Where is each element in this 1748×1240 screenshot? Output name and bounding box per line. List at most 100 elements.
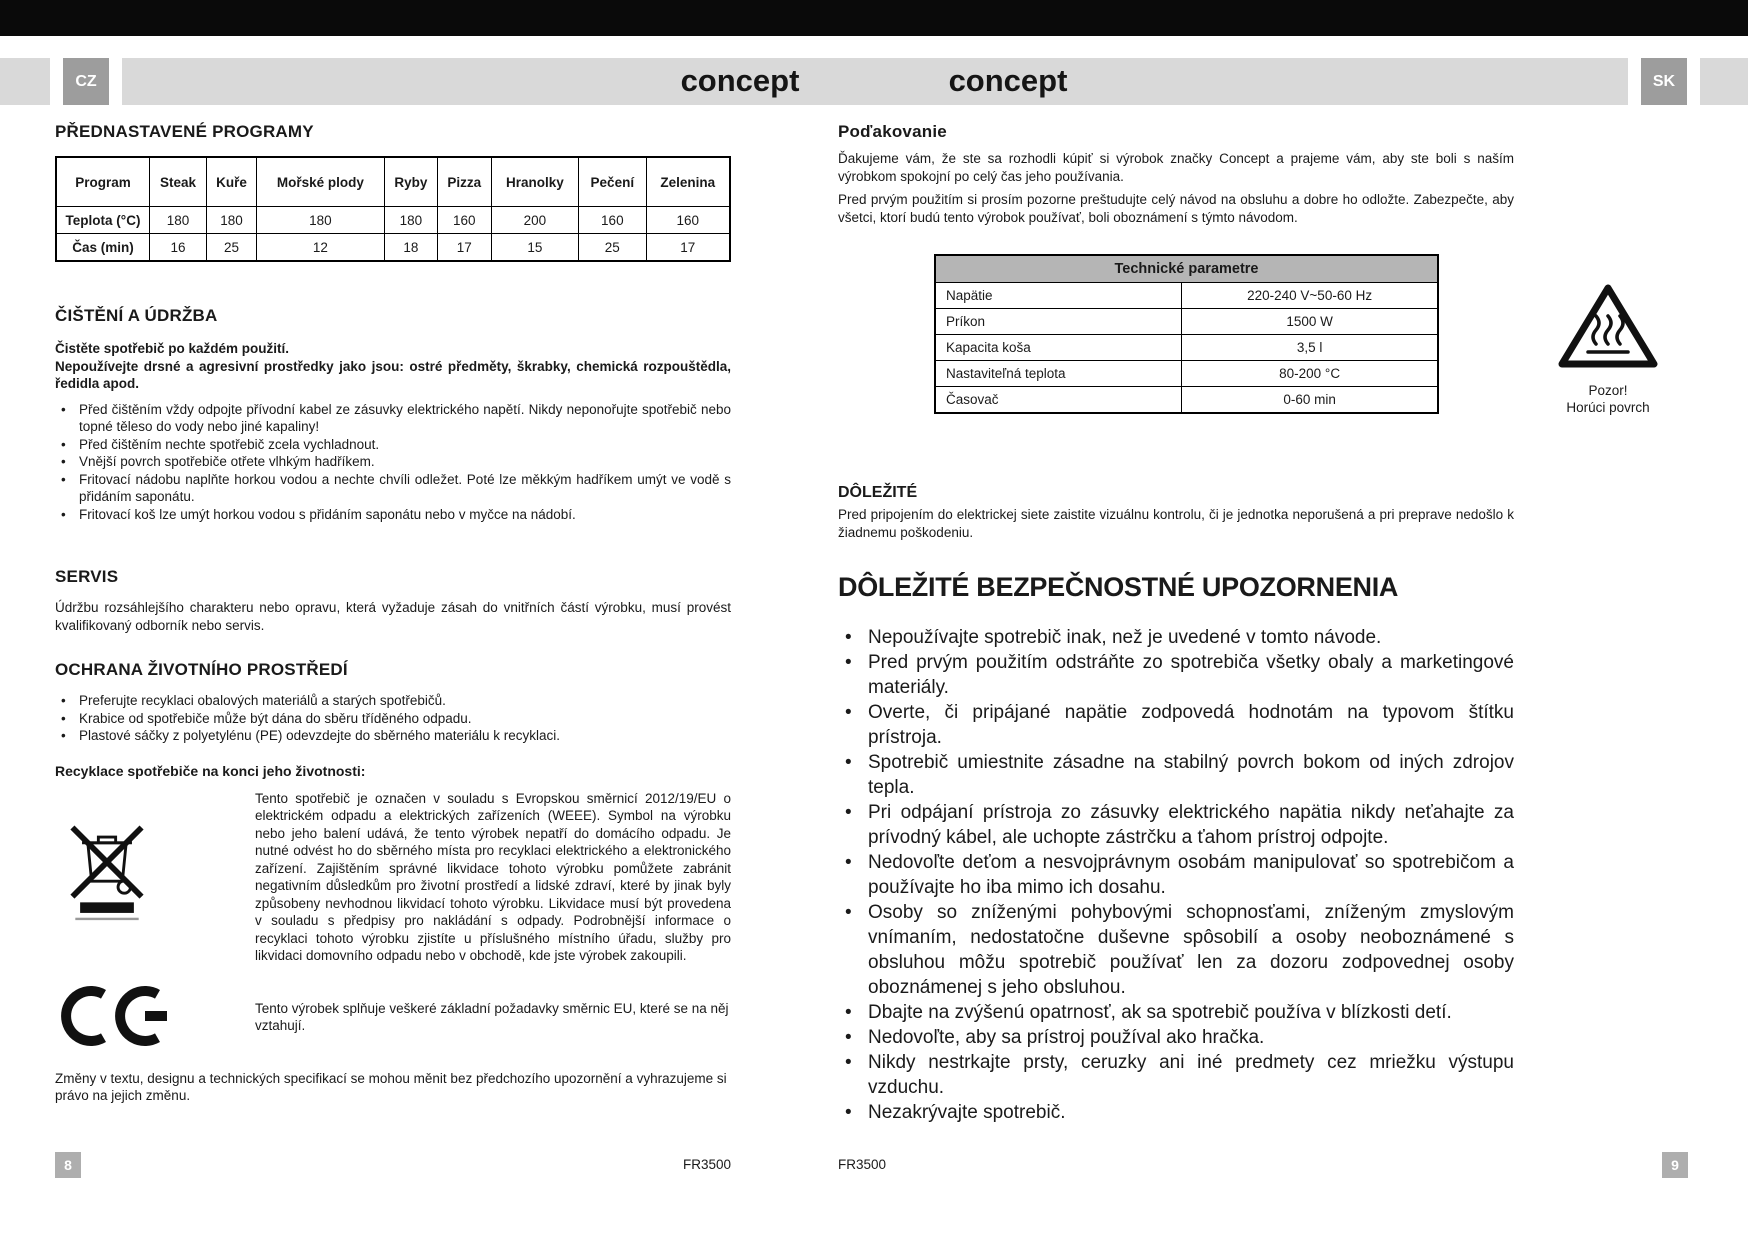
column-header: Hranolky: [490, 156, 580, 207]
model-code-left: FR3500: [682, 1157, 731, 1172]
thanks-paragraph-2: Pred prvým použitím si prosím pozorne pr…: [838, 192, 1514, 225]
page-number-badge-right: 9: [1662, 1152, 1688, 1178]
table-cell: 25: [206, 233, 257, 262]
language-tab-sk: SK: [1641, 58, 1687, 105]
section-title-programs: PŘEDNASTAVENÉ PROGRAMY: [55, 122, 314, 141]
column-header: Zelenina: [645, 156, 731, 207]
param-value: 3,5 l: [1181, 334, 1439, 361]
table-cell: 200: [490, 206, 580, 234]
header-band-segment-right: [1700, 58, 1748, 105]
table-row: Nastaviteľná teplota 80-200 °C: [934, 360, 1439, 387]
list-item: Pred prvým použitím odstráňte zo spotreb…: [838, 650, 1514, 700]
row-label: Teplota (°C): [55, 206, 150, 234]
list-item: Vnější povrch spotřebiče otřete vlhkým h…: [55, 453, 731, 471]
table-cell: 160: [645, 206, 731, 234]
table-cell: 160: [578, 206, 647, 234]
ce-mark-icon: [55, 983, 255, 1052]
section-title-thanks: Poďakovanie: [838, 122, 947, 141]
param-name: Nastaviteľná teplota: [934, 360, 1183, 387]
list-item: Nikdy nestrkajte prsty, ceruzky ani iné …: [838, 1050, 1514, 1100]
table-header-row: Technické parametre: [934, 254, 1439, 283]
preset-programs-table: Program Steak Kuře Mořské plody Ryby Piz…: [55, 156, 731, 262]
table-header-row: Program Steak Kuře Mořské plody Ryby Piz…: [55, 156, 731, 207]
ce-statement: Tento výrobek splňuje veškeré základní p…: [255, 1000, 729, 1034]
param-name: Príkon: [934, 308, 1183, 335]
column-header: Steak: [148, 156, 208, 207]
page-cz: PŘEDNASTAVENÉ PROGRAMY Program Steak Kuř…: [55, 122, 731, 1105]
warning-caption-line2: Horúci povrch: [1566, 400, 1650, 415]
recycling-text: Tento spotřebič je označen v souladu s E…: [255, 790, 731, 964]
list-item: Před čištěním vždy odpojte přívodní kabe…: [55, 401, 731, 436]
table-cell: 17: [436, 233, 492, 262]
list-item: Fritovací koš lze umýt horkou vodou s př…: [55, 506, 731, 524]
table-cell: 160: [436, 206, 492, 234]
list-item: Overte, či pripájané napätie zodpovedá h…: [838, 700, 1514, 750]
table-row: Časovač 0-60 min: [934, 386, 1439, 414]
param-name: Kapacita koša: [934, 334, 1183, 361]
list-item: Plastové sáčky z polyetylénu (PE) odevzd…: [55, 727, 731, 745]
column-header: Kuře: [206, 156, 257, 207]
cleaning-bold-line2: Nepoužívejte drsné a agresivní prostředk…: [55, 358, 731, 392]
table-cell: 180: [255, 206, 385, 234]
table-cell: 12: [255, 233, 385, 262]
param-value: 220-240 V~50-60 Hz: [1181, 282, 1439, 309]
list-item: Osoby so zníženými pohybovými schopnosťa…: [838, 900, 1514, 1000]
table-row: Príkon 1500 W: [934, 308, 1439, 335]
page-sk: Poďakovanie Ďakujeme vám, že ste sa rozh…: [838, 122, 1658, 1125]
param-value: 1500 W: [1181, 308, 1439, 335]
environment-bullet-list: Preferujte recyklaci obalových materiálů…: [55, 692, 731, 745]
technical-parameters-table: Technické parametre Napätie 220-240 V~50…: [934, 254, 1439, 414]
section-title-service: SERVIS: [55, 567, 119, 586]
list-item: Před čištěním nechte spotřebič zcela vyc…: [55, 436, 731, 454]
section-service: SERVIS Údržbu rozsáhlejšího charakteru n…: [55, 567, 731, 634]
table-cell: 180: [206, 206, 257, 234]
concept-logo-right: concept: [948, 63, 1068, 98]
warning-caption-line1: Pozor!: [1588, 383, 1628, 398]
column-header: Ryby: [383, 156, 438, 207]
param-name: Časovač: [934, 386, 1183, 414]
list-item: Pri odpájaní prístroja zo zásuvky elektr…: [838, 800, 1514, 850]
weee-crossed-bin-icon: [55, 790, 255, 965]
table-cell: 180: [148, 206, 208, 234]
hot-surface-warning-icon: [1538, 280, 1678, 372]
column-header: Program: [55, 156, 150, 207]
table-row: Kapacita koša 3,5 l: [934, 334, 1439, 361]
header-band-segment-left: [0, 58, 50, 105]
concept-logo-left: concept: [680, 63, 800, 98]
section-title-cleaning: ČIŠTĚNÍ A ÚDRŽBA: [55, 306, 218, 325]
list-item: Spotrebič umiestnite zásadne na stabilný…: [838, 750, 1514, 800]
param-value: 0-60 min: [1181, 386, 1439, 414]
hot-surface-warning: Pozor! Horúci povrch: [1538, 280, 1678, 416]
row-label: Čas (min): [55, 233, 150, 262]
ce-block: Tento výrobek splňuje veškeré základní p…: [55, 983, 731, 1052]
service-text: Údržbu rozsáhlejšího charakteru nebo opr…: [55, 600, 731, 633]
column-header: Pizza: [436, 156, 492, 207]
column-header: Pečení: [578, 156, 647, 207]
changes-note: Změny v textu, designu a technických spe…: [55, 1070, 727, 1104]
important-text: Pred pripojením do elektrickej siete zai…: [838, 507, 1514, 540]
page-number-badge-left: 8: [55, 1152, 81, 1178]
list-item: Nedovoľte deťom a nesvojprávnym osobám m…: [838, 850, 1514, 900]
table-cell: 180: [383, 206, 438, 234]
table-cell: 15: [490, 233, 580, 262]
cleaning-bullet-list: Před čištěním vždy odpojte přívodní kabe…: [55, 401, 731, 524]
top-black-bar: [0, 0, 1748, 36]
model-code-right: FR3500: [838, 1157, 887, 1172]
section-title-environment: OCHRANA ŽIVOTNÍHO PROSTŘEDÍ: [55, 660, 348, 679]
table-row-time: Čas (min) 16 25 12 18 17 15 25 17: [55, 233, 731, 262]
param-name: Napätie: [934, 282, 1183, 309]
param-value: 80-200 °C: [1181, 360, 1439, 387]
table-row: Napätie 220-240 V~50-60 Hz: [934, 282, 1439, 309]
safety-bullet-list: Nepoužívajte spotrebič inak, než je uved…: [838, 625, 1514, 1125]
language-tab-cz: CZ: [63, 58, 109, 105]
important-title: DÔLEŽITÉ: [838, 484, 918, 501]
list-item: Nedovoľte, aby sa prístroj používal ako …: [838, 1025, 1514, 1050]
list-item: Krabice od spotřebiče může být dána do s…: [55, 710, 731, 728]
table-cell: 25: [578, 233, 647, 262]
table-cell: 17: [645, 233, 731, 262]
safety-title: DÔLEŽITÉ BEZPEČNOSTNÉ UPOZORNENIA: [838, 572, 1399, 602]
tech-params-header: Technické parametre: [934, 254, 1439, 283]
list-item: Dbajte na zvýšenú opatrnosť, ak sa spotr…: [838, 1000, 1514, 1025]
list-item: Nezakrývajte spotrebič.: [838, 1100, 1514, 1125]
list-item: Fritovací nádobu naplňte horkou vodou a …: [55, 471, 731, 506]
